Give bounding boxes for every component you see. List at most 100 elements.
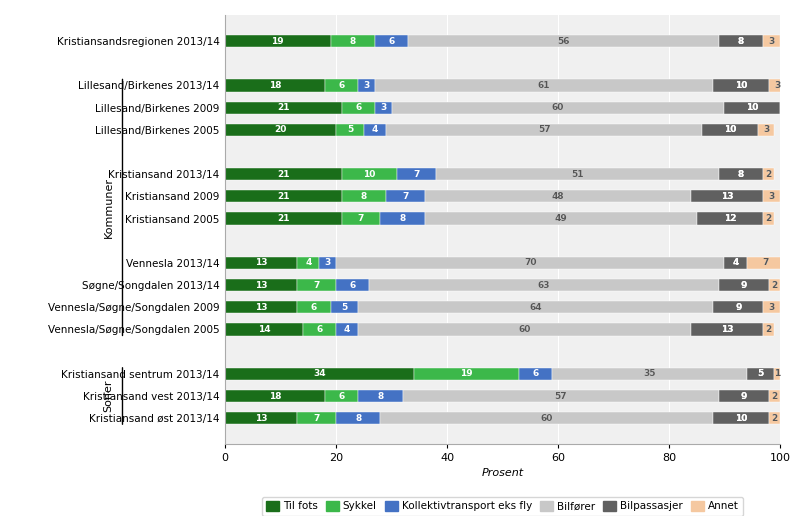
Bar: [746, 368, 773, 380]
Bar: [374, 35, 408, 47]
Text: 10: 10: [734, 81, 746, 90]
Bar: [701, 124, 756, 136]
Bar: [374, 102, 391, 114]
Bar: [369, 279, 718, 291]
Bar: [435, 168, 718, 180]
Bar: [424, 190, 691, 202]
Bar: [712, 79, 768, 91]
Bar: [225, 301, 297, 313]
Text: 8: 8: [399, 214, 406, 223]
Bar: [225, 35, 330, 47]
Text: 5: 5: [756, 369, 763, 378]
Text: 51: 51: [570, 170, 583, 179]
Text: 3: 3: [768, 192, 774, 201]
Text: 3: 3: [768, 37, 774, 45]
Text: 13: 13: [720, 192, 732, 201]
Bar: [336, 124, 363, 136]
Text: 10: 10: [734, 414, 746, 423]
Text: 2: 2: [770, 392, 777, 400]
Bar: [225, 390, 324, 402]
Text: 7: 7: [357, 214, 364, 223]
Text: 7: 7: [313, 281, 320, 289]
Bar: [773, 368, 779, 380]
Bar: [762, 35, 779, 47]
Text: 3: 3: [768, 303, 774, 312]
Bar: [724, 257, 746, 269]
Text: 21: 21: [277, 103, 289, 112]
Text: 60: 60: [551, 103, 564, 112]
Bar: [297, 412, 336, 424]
Text: 2: 2: [764, 170, 771, 179]
Bar: [297, 279, 336, 291]
Text: 6: 6: [532, 369, 538, 378]
Bar: [768, 390, 779, 402]
Text: 60: 60: [551, 103, 564, 112]
Bar: [380, 412, 712, 424]
Text: 8: 8: [737, 37, 744, 45]
Text: 18: 18: [268, 392, 281, 400]
Text: 48: 48: [551, 192, 564, 201]
Bar: [358, 79, 374, 91]
Text: 4: 4: [305, 259, 311, 267]
Text: 3: 3: [324, 259, 331, 267]
Text: 13: 13: [720, 325, 732, 334]
Bar: [724, 102, 779, 114]
Text: 57: 57: [554, 392, 566, 400]
Bar: [341, 190, 385, 202]
Bar: [718, 279, 768, 291]
Text: 56: 56: [556, 37, 569, 45]
Text: 9: 9: [740, 281, 746, 289]
Bar: [397, 168, 435, 180]
Text: 61: 61: [537, 81, 550, 90]
Bar: [762, 190, 779, 202]
Bar: [756, 124, 773, 136]
Text: 5: 5: [340, 303, 347, 312]
Bar: [225, 368, 414, 380]
Text: 20: 20: [274, 125, 287, 134]
Bar: [374, 79, 712, 91]
Bar: [319, 257, 336, 269]
Bar: [225, 124, 336, 136]
Bar: [341, 168, 397, 180]
Bar: [225, 412, 297, 424]
Text: 60: 60: [540, 414, 552, 423]
Text: 13: 13: [720, 192, 732, 201]
Bar: [762, 213, 773, 224]
Text: 2: 2: [770, 281, 777, 289]
Text: 9: 9: [740, 392, 746, 400]
Text: 5: 5: [756, 369, 763, 378]
Text: 34: 34: [312, 369, 325, 378]
Bar: [746, 257, 785, 269]
Text: 3: 3: [768, 192, 774, 201]
Bar: [712, 301, 762, 313]
Text: 70: 70: [524, 259, 536, 267]
Text: 48: 48: [551, 192, 564, 201]
Bar: [768, 279, 779, 291]
Text: 4: 4: [344, 325, 350, 334]
Text: 61: 61: [537, 81, 550, 90]
Bar: [762, 168, 773, 180]
Text: 3: 3: [773, 81, 779, 90]
Text: 3: 3: [773, 81, 779, 90]
Bar: [225, 102, 341, 114]
Text: 70: 70: [524, 259, 536, 267]
Text: 3: 3: [762, 125, 768, 134]
Bar: [424, 213, 695, 224]
Text: 6: 6: [338, 392, 344, 400]
Text: 57: 57: [537, 125, 550, 134]
Text: 7: 7: [402, 192, 408, 201]
Bar: [691, 324, 762, 335]
Bar: [718, 35, 762, 47]
Bar: [330, 301, 358, 313]
Text: 2: 2: [764, 325, 771, 334]
Bar: [691, 190, 762, 202]
Text: 21: 21: [277, 214, 289, 223]
Text: 35: 35: [642, 369, 655, 378]
Text: 10: 10: [745, 103, 757, 112]
Text: 9: 9: [740, 392, 746, 400]
Text: 19: 19: [459, 369, 472, 378]
Text: 4: 4: [732, 259, 738, 267]
Text: Kommuner: Kommuner: [104, 177, 113, 238]
Text: 2: 2: [764, 214, 771, 223]
Text: 18: 18: [268, 81, 281, 90]
